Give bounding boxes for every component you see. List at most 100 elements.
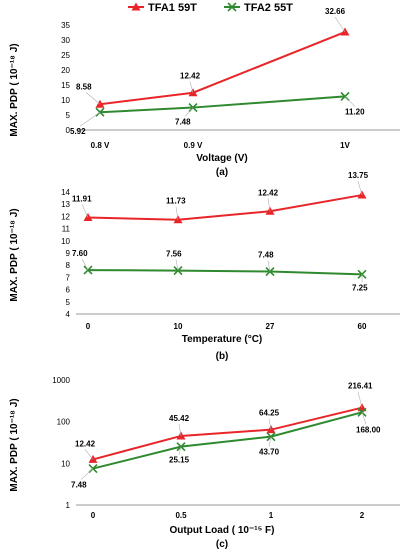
x-tick-label: 0.9 V — [184, 141, 203, 150]
y-tick-label: 30 — [61, 36, 70, 45]
series-line-2 — [87, 269, 363, 276]
y-axis-label: MAX. PDP ( 10⁻¹⁸ J) — [9, 208, 20, 301]
series-line-1 — [92, 406, 363, 461]
data-label: 12.42 — [258, 188, 279, 197]
series-line-1 — [87, 194, 363, 221]
y-tick-label: 0 — [66, 126, 71, 135]
y-tick-label: 10 — [61, 237, 70, 246]
y-tick-label: 14 — [61, 188, 70, 197]
data-label: 11.73 — [166, 197, 186, 206]
data-label: 43.70 — [259, 448, 280, 457]
y-tick-label: 8 — [66, 261, 71, 270]
x-tick-label: 0 — [91, 511, 96, 520]
y-tick-label: 9 — [66, 249, 71, 258]
label-leader-line — [344, 96, 356, 107]
label-leader-line — [267, 260, 271, 272]
data-label: 12.42 — [180, 72, 201, 81]
x-axis-label: Output Load ( 10⁻¹⁵ F) — [170, 525, 275, 536]
data-point-series-1 — [95, 99, 105, 108]
legend-label: TFA2 55T — [244, 2, 293, 14]
x-axis-label: Temperature (°C) — [182, 334, 263, 345]
label-leader-line — [189, 81, 194, 93]
legend-marker — [131, 2, 141, 11]
label-leader-line — [178, 446, 182, 455]
y-tick-label: 13 — [61, 200, 70, 209]
y-tick-label: 10 — [61, 459, 70, 468]
label-leader-line — [268, 436, 272, 447]
series-line-2 — [92, 411, 363, 470]
data-label: 32.66 — [325, 7, 346, 16]
series-line-1 — [99, 31, 346, 106]
data-label: 45.42 — [169, 414, 190, 423]
label-leader-line — [267, 198, 271, 212]
data-label: 7.56 — [166, 250, 182, 259]
x-tick-label: 0.5 — [175, 511, 187, 520]
x-tick-label: 27 — [266, 322, 275, 331]
label-leader-line — [175, 259, 179, 271]
y-axis-label: MAX. PDP ( 10⁻¹⁸ J) — [9, 43, 20, 136]
y-axis-label: MAX. PDP ( 10⁻¹⁸ J) — [9, 398, 20, 491]
label-leader-line — [81, 204, 89, 218]
x-tick-label: 1V — [340, 141, 350, 150]
legend: TFA1 59T TFA2 55T — [128, 2, 293, 14]
data-label: 216.41 — [348, 382, 373, 391]
label-leader-line — [84, 449, 94, 460]
legend-label: TFA1 59T — [148, 2, 197, 14]
label-leader-line — [79, 111, 101, 127]
data-label: 7.25 — [352, 283, 368, 292]
data-label: 25.15 — [169, 456, 190, 465]
label-leader-line — [268, 418, 272, 430]
label-leader-line — [334, 16, 346, 33]
panel-label: (a) — [216, 167, 228, 178]
data-label: 5.92 — [70, 127, 86, 136]
data-label: 11.20 — [345, 107, 365, 116]
y-tick-label: 12 — [61, 212, 70, 221]
y-tick-label: 25 — [61, 51, 70, 60]
panel-label: (b) — [216, 351, 229, 362]
x-tick-label: 2 — [360, 511, 365, 520]
x-tick-label: 1 — [269, 511, 274, 520]
data-label: 12.42 — [75, 439, 96, 448]
y-tick-label: 1 — [66, 501, 71, 510]
data-label: 64.25 — [259, 409, 280, 418]
y-tick-label: 5 — [66, 298, 71, 307]
y-tick-label: 1000 — [52, 376, 70, 385]
y-tick-label: 6 — [66, 286, 71, 295]
label-leader-line — [357, 391, 363, 408]
label-leader-line — [80, 468, 94, 480]
chart-panel-1: 0 5 10 15 20 25 30 35 0.8 V 0.9 V 1V Voltage (V) (a)… — [9, 7, 400, 178]
label-leader-line — [178, 423, 182, 436]
x-axis-label: Voltage (V) — [196, 153, 247, 164]
label-leader-line — [81, 258, 89, 271]
data-label: 168.00 — [356, 425, 381, 434]
y-tick-label: 4 — [66, 310, 71, 319]
label-leader-line — [184, 107, 194, 117]
x-tick-label: 0 — [86, 322, 91, 331]
y-tick-label: 11 — [62, 225, 71, 234]
legend-marker — [227, 2, 237, 12]
y-tick-label: 15 — [61, 81, 70, 90]
y-tick-label: 35 — [61, 21, 70, 30]
data-label: 8.58 — [76, 82, 92, 91]
data-point-series-2 — [176, 442, 186, 452]
label-leader-line — [357, 180, 363, 196]
data-point-series-1 — [88, 454, 98, 463]
label-leader-line — [175, 206, 179, 220]
x-tick-label: 10 — [174, 322, 183, 331]
y-tick-label: 20 — [61, 66, 70, 75]
panel-label: (c) — [216, 539, 228, 550]
data-label: 7.60 — [72, 249, 88, 258]
y-tick-label: 7 — [66, 273, 71, 282]
chart-panel-3: 1 10 100 1000 0 0.5 1 2 Output Load ( 10⁻¹⁵ F) (c… — [9, 376, 400, 550]
label-leader-line — [85, 92, 101, 105]
x-tick-label: 60 — [358, 322, 367, 331]
data-label: 13.75 — [348, 171, 369, 180]
y-tick-label: 5 — [66, 111, 71, 120]
data-label: 7.48 — [258, 251, 274, 260]
y-tick-label: 100 — [57, 418, 71, 427]
data-label: 7.48 — [175, 118, 191, 127]
data-label: 7.48 — [71, 481, 87, 490]
chart-panel-2: 4 5 6 7 8 9 10 11 12 13 14 0 10 27 60 Temperature (°C) (… — [9, 171, 400, 362]
